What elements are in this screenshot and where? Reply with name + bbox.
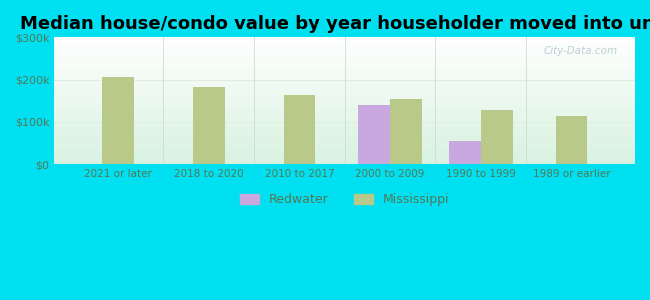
Bar: [193, 87, 224, 164]
Bar: [390, 99, 422, 164]
Text: City-Data.com: City-Data.com: [543, 46, 618, 56]
Legend: Redwater, Mississippi: Redwater, Mississippi: [235, 188, 454, 211]
Bar: [449, 141, 481, 164]
Bar: [283, 95, 315, 164]
Bar: [556, 116, 588, 164]
Bar: [102, 77, 134, 164]
Bar: [481, 110, 513, 164]
Title: Median house/condo value by year householder moved into unit: Median house/condo value by year househo…: [20, 15, 650, 33]
Bar: [358, 105, 390, 164]
